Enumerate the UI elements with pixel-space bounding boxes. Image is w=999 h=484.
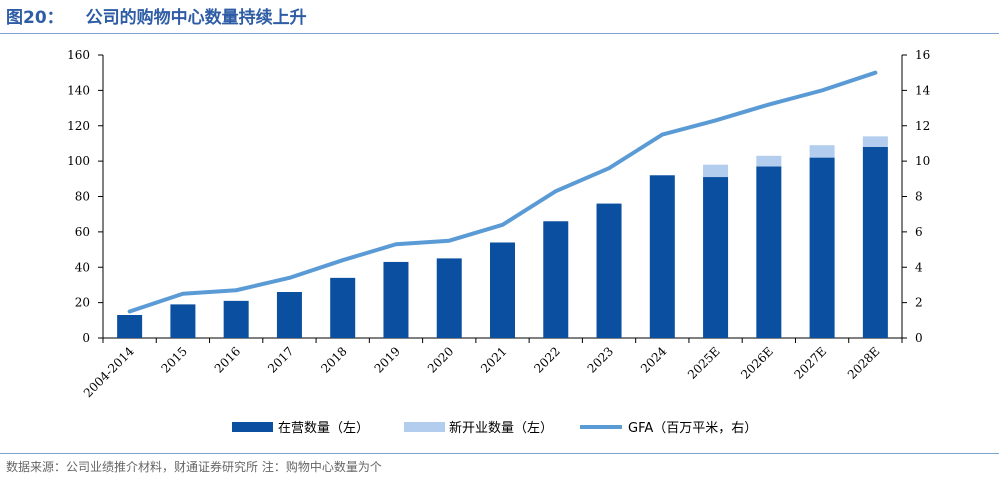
gfa-point: [128, 309, 132, 313]
x-tick-label: 2025E: [685, 344, 723, 382]
y-left-tick-label: 80: [75, 190, 90, 204]
x-tick-label: 2027E: [792, 344, 830, 382]
bar-operating: [703, 177, 729, 338]
figure-number: 图20：: [6, 8, 64, 28]
bar-operating: [330, 277, 356, 338]
bar-new-open: [756, 155, 782, 167]
x-tick-label: 2020: [425, 344, 456, 375]
bar-operating: [809, 157, 835, 338]
y-left-tick-label: 160: [67, 48, 90, 62]
gfa-point: [714, 118, 718, 122]
bar-operating: [436, 258, 462, 338]
bar-operating: [543, 221, 569, 338]
y-left-tick-label: 140: [67, 83, 90, 97]
title-divider: [0, 33, 999, 34]
y-left-tick-label: 40: [75, 260, 90, 274]
x-tick-label: 2026E: [738, 344, 776, 382]
y-right-tick-label: 12: [915, 119, 930, 133]
y-right-tick-label: 8: [915, 190, 923, 204]
x-tick-label: 2016: [212, 344, 243, 375]
bar-operating: [596, 203, 622, 338]
y-right-tick-label: 10: [915, 154, 930, 168]
y-right-tick-label: 16: [915, 48, 930, 62]
legend-swatch-new-open: [404, 422, 445, 432]
gfa-point: [501, 223, 504, 227]
y-right-tick-label: 6: [915, 225, 923, 239]
bar-new-open: [862, 136, 888, 147]
gfa-point: [341, 258, 345, 262]
bar-operating: [276, 292, 302, 338]
bar-new-open: [809, 145, 835, 158]
y-left-tick-label: 60: [75, 225, 90, 239]
gfa-point: [873, 71, 877, 75]
bar-operating: [383, 261, 409, 338]
y-right-tick-label: 2: [915, 296, 923, 310]
y-right-tick-label: 14: [915, 83, 931, 97]
x-tick-label: 2019: [372, 344, 403, 375]
source-note: 数据来源：公司业绩推介材料，财通证券研究所 注：购物中心数量为个: [6, 460, 382, 474]
legend-swatch-operating: [232, 422, 273, 432]
bar-operating: [223, 300, 249, 338]
x-tick-label: 2028E: [845, 344, 883, 382]
x-tick-label: 2022: [531, 344, 562, 375]
bar-operating: [490, 242, 515, 338]
gfa-point: [447, 239, 451, 243]
bar-operating: [117, 315, 143, 338]
x-tick-label: 2004-2014: [81, 344, 137, 400]
bar-operating: [756, 166, 782, 338]
y-left-tick-label: 120: [67, 119, 90, 133]
gfa-point: [554, 189, 558, 193]
x-tick-label: 2017: [265, 344, 296, 375]
legend-label-operating: 在营数量（左）: [278, 421, 369, 436]
gfa-point: [287, 276, 291, 280]
x-tick-label: 2024: [638, 344, 670, 376]
bar-operating: [649, 175, 675, 338]
x-tick-label: 2023: [585, 344, 616, 375]
y-left-tick-label: 20: [75, 296, 90, 310]
bar-new-open: [703, 164, 729, 178]
gfa-point: [660, 133, 664, 137]
gfa-point: [767, 103, 771, 107]
x-tick-label: 2021: [478, 344, 509, 375]
y-left-tick-label: 100: [67, 154, 90, 168]
y-right-tick-label: 0: [915, 331, 923, 345]
gfa-point: [607, 166, 611, 170]
gfa-point: [181, 292, 185, 296]
gfa-point: [394, 242, 398, 246]
figure-title-text: 公司的购物中心数量持续上升: [85, 8, 307, 28]
legend-label-gfa: GFA（百万平米，右）: [628, 421, 757, 436]
gfa-point: [234, 288, 238, 292]
y-left-tick-label: 0: [82, 331, 90, 345]
y-right-tick-label: 4: [915, 260, 923, 274]
x-tick-label: 2018: [318, 344, 349, 375]
figure-title: 图20： 公司的购物中心数量持续上升: [6, 4, 307, 32]
footer-divider: [0, 453, 999, 454]
bar-operating: [170, 304, 196, 338]
legend-label-new-open: 新开业数量（左）: [449, 420, 553, 436]
gfa-point: [820, 88, 824, 92]
x-tick-label: 2015: [159, 344, 190, 375]
bar-operating: [862, 146, 888, 338]
